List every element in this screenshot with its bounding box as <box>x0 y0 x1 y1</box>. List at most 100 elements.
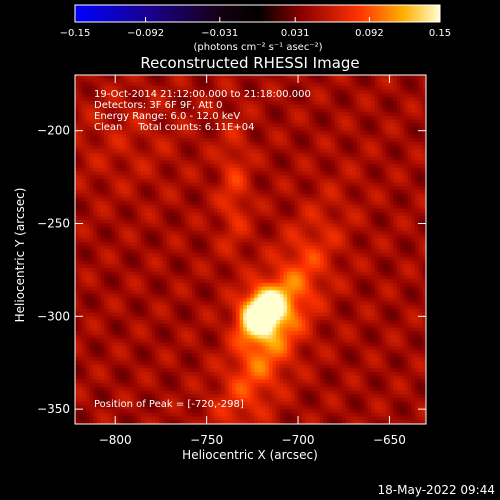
heatmap-cell <box>378 186 383 191</box>
heatmap-cell <box>85 182 91 187</box>
heatmap-cell <box>312 175 317 180</box>
heatmap-cell <box>257 249 263 254</box>
heatmap-cell <box>301 112 306 117</box>
heatmap-cell <box>78 227 83 232</box>
heatmap-cell <box>159 204 164 210</box>
heatmap-cell <box>118 86 124 91</box>
heatmap-cell <box>224 249 230 254</box>
heatmap-cell <box>221 115 226 121</box>
heatmap-cell <box>89 216 94 221</box>
heatmap-cell <box>330 93 336 98</box>
heatmap-cell <box>268 256 274 262</box>
heatmap-cell <box>181 78 186 84</box>
heatmap-cell <box>396 119 402 124</box>
heatmap-cell <box>104 190 109 195</box>
heatmap-cell <box>184 204 189 210</box>
heatmap-cell <box>309 260 314 265</box>
heatmap-cell <box>151 197 157 202</box>
heatmap-cell <box>327 242 332 247</box>
heatmap-cell <box>261 178 266 184</box>
heatmap-cell <box>93 223 98 228</box>
heatmap-cell <box>279 126 285 132</box>
heatmap-cell <box>294 242 299 247</box>
heatmap-cell <box>378 171 383 176</box>
heatmap-cell <box>206 219 211 225</box>
heatmap-cell <box>206 190 211 195</box>
heatmap-cell <box>309 208 314 213</box>
heatmap-cell <box>283 78 288 84</box>
heatmap-cell <box>407 164 412 169</box>
heatmap-cell <box>159 89 164 95</box>
heatmap-cell <box>345 197 350 202</box>
heatmap-cell <box>192 138 197 143</box>
heatmap-cell <box>199 149 204 154</box>
heatmap-cell <box>82 93 87 98</box>
heatmap-cell <box>316 178 321 184</box>
heatmap-cell <box>363 171 369 176</box>
heatmap-cell <box>268 160 274 165</box>
heatmap-cell <box>265 219 270 225</box>
heatmap-cell <box>195 104 200 110</box>
heatmap-cell <box>385 145 391 150</box>
heatmap-cell <box>202 112 208 117</box>
heatmap-cell <box>140 82 146 87</box>
heatmap-cell <box>338 256 343 262</box>
heatmap-cell <box>148 141 153 147</box>
heatmap-cell <box>148 93 153 98</box>
heatmap-cell <box>206 115 211 121</box>
heatmap-cell <box>374 212 380 217</box>
heatmap-cell <box>265 97 270 102</box>
heatmap-cell <box>294 186 299 191</box>
heatmap-cell <box>224 212 230 217</box>
heatmap-cell <box>363 208 369 213</box>
heatmap-cell <box>173 141 178 147</box>
heatmap-cell <box>345 160 350 165</box>
heatmap-cell <box>192 212 197 217</box>
heatmap-cell <box>272 242 277 247</box>
heatmap-cell <box>298 93 303 98</box>
heatmap-cell <box>111 126 116 132</box>
heatmap-cell <box>294 190 299 195</box>
heatmap-cell <box>407 238 412 243</box>
heatmap-cell <box>137 186 142 191</box>
heatmap-cell <box>316 238 321 243</box>
heatmap-cell <box>287 264 292 269</box>
heatmap-cell <box>199 78 204 84</box>
heatmap-cell <box>374 134 380 139</box>
heatmap-cell <box>356 138 361 143</box>
heatmap-cell <box>173 212 178 217</box>
heatmap-cell <box>312 167 317 173</box>
heatmap-cell <box>192 75 197 80</box>
heatmap-cell <box>75 134 80 139</box>
heatmap-cell <box>199 93 204 98</box>
heatmap-cell <box>228 216 233 221</box>
heatmap-cell <box>356 93 361 98</box>
heatmap-cell <box>338 123 343 128</box>
heatmap-cell <box>213 149 219 154</box>
heatmap-cell <box>327 208 332 213</box>
heatmap-cell <box>155 182 160 187</box>
heatmap-cell <box>422 123 426 128</box>
heatmap-cell <box>301 190 306 195</box>
heatmap-cell <box>301 260 306 265</box>
heatmap-cell <box>144 208 149 213</box>
heatmap-cell <box>319 204 325 210</box>
heatmap-cell <box>199 126 204 132</box>
heatmap-cell <box>177 190 182 195</box>
heatmap-cell <box>111 186 116 191</box>
heatmap-cell <box>246 175 252 180</box>
heatmap-cell <box>232 230 237 236</box>
heatmap-cell <box>378 256 383 262</box>
heatmap-cell <box>411 204 416 210</box>
heatmap-cell <box>301 160 306 165</box>
heatmap-cell <box>268 130 274 135</box>
heatmap-cell <box>363 160 369 165</box>
heatmap-cell <box>192 260 197 265</box>
heatmap-cell <box>305 249 310 254</box>
heatmap-cell <box>393 230 398 236</box>
heatmap-cell <box>232 75 237 80</box>
heatmap-cell <box>287 97 292 102</box>
heatmap-cell <box>250 256 255 262</box>
heatmap-cell <box>298 108 303 113</box>
heatmap-cell <box>374 216 380 221</box>
